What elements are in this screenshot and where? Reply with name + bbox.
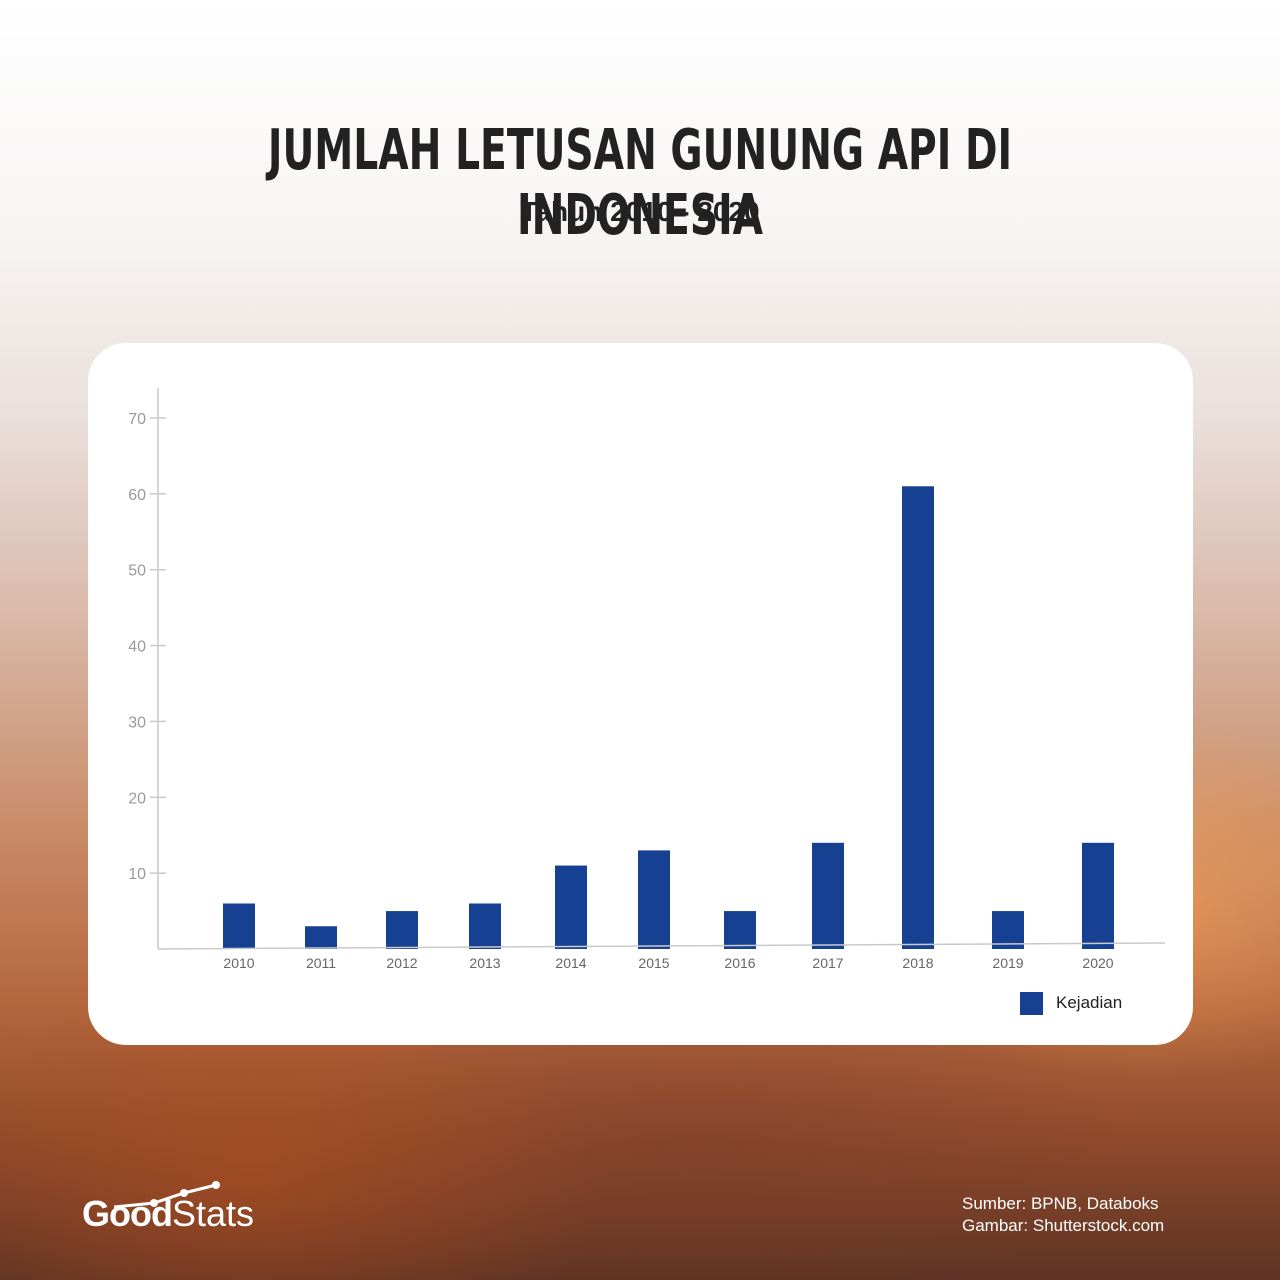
bar-2018 <box>902 486 934 949</box>
x-tick-label: 2013 <box>469 955 500 971</box>
bar-2016 <box>724 911 756 949</box>
legend-label: Kejadian <box>1056 993 1123 1012</box>
x-tick-label: 2018 <box>902 955 933 971</box>
x-tick-label: 2010 <box>223 955 254 971</box>
goodstats-logo: Good Stats <box>82 1181 255 1235</box>
y-tick-label: 60 <box>128 487 146 504</box>
logo-text-light: Stats <box>171 1193 255 1234</box>
bar-2015 <box>638 850 670 949</box>
logo-chart-icon <box>114 1181 220 1209</box>
y-tick-label: 30 <box>128 714 146 731</box>
source-credits: Sumber: BPNB, Databoks Gambar: Shutterst… <box>962 1193 1164 1237</box>
x-axis: 2010 2011 2012 2013 2014 2015 2016 2017 2018 2019… <box>157 942 1166 971</box>
x-tick-label: 2015 <box>638 955 669 971</box>
bar-2010 <box>223 903 255 949</box>
chart-title: JUMLAH LETUSAN GUNUNG API DI INDONESIA <box>267 118 1013 248</box>
logo-text-bold: Good <box>82 1193 173 1234</box>
x-tick-label: 2019 <box>992 955 1023 971</box>
x-tick-label: 2017 <box>812 955 843 971</box>
source-line: Sumber: BPNB, Databoks <box>962 1194 1159 1213</box>
y-tick-label: 70 <box>128 411 146 428</box>
x-tick-label: 2016 <box>724 955 755 971</box>
x-tick-label: 2011 <box>306 955 336 971</box>
y-axis: 10 20 30 40 50 60 70 <box>128 388 166 949</box>
bar-2019 <box>992 911 1024 949</box>
x-tick-label: 2012 <box>386 955 417 971</box>
bar-2017 <box>812 842 844 949</box>
y-tick-label: 20 <box>128 790 146 807</box>
chart-subtitle: Tahun 2010 - 2020 <box>520 196 760 227</box>
bar-2012 <box>386 911 418 949</box>
bar-2013 <box>469 903 501 949</box>
x-tick-label: 2020 <box>1082 955 1113 971</box>
y-tick-label: 10 <box>128 866 146 883</box>
image-credit-line: Gambar: Shutterstock.com <box>962 1216 1165 1235</box>
x-axis-line <box>157 942 1166 950</box>
legend-swatch <box>1020 991 1043 1015</box>
bar-2014 <box>555 865 587 949</box>
x-tick-label: 2014 <box>555 955 586 971</box>
legend: Kejadian <box>1020 991 1122 1015</box>
bars <box>223 486 1114 949</box>
bar-2011 <box>305 926 337 949</box>
bar-2020 <box>1082 842 1114 949</box>
y-tick-label: 40 <box>128 639 146 656</box>
y-tick-label: 50 <box>128 563 146 580</box>
